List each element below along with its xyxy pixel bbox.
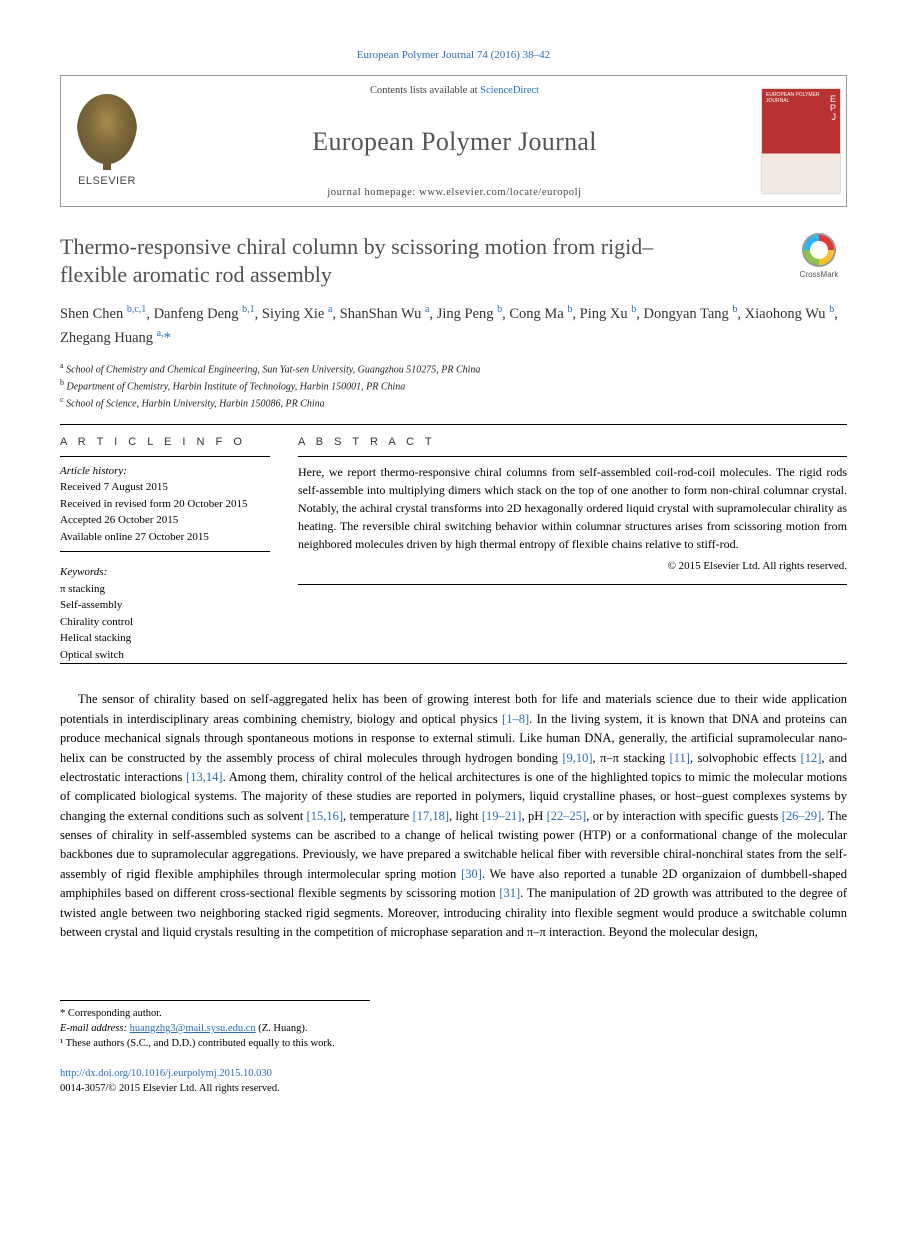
abstract-head: A B S T R A C T <box>298 435 847 450</box>
journal-homepage: journal homepage: www.elsevier.com/locat… <box>327 186 581 201</box>
crossmark-icon <box>802 233 836 267</box>
body-paragraph: The sensor of chirality based on self-ag… <box>60 690 847 942</box>
journal-header-box: ELSEVIER Contents lists available at Sci… <box>60 75 847 207</box>
crossmark-label: CrossMark <box>800 270 839 279</box>
history-received: Received 7 August 2015 <box>60 479 270 496</box>
elsevier-label: ELSEVIER <box>78 174 136 189</box>
divider <box>60 456 270 457</box>
page: European Polymer Journal 74 (2016) 38–42… <box>0 0 907 1137</box>
divider <box>298 584 847 585</box>
abstract-column: A B S T R A C T Here, we report thermo-r… <box>298 435 847 664</box>
journal-name: European Polymer Journal <box>312 124 596 160</box>
email-line: E-mail address: huangzhg3@mail.sysu.edu.… <box>60 1022 370 1037</box>
divider <box>60 663 847 664</box>
email-label: E-mail address: <box>60 1023 130 1034</box>
email-suffix: (Z. Huang). <box>256 1023 308 1034</box>
contents-prefix: Contents lists available at <box>370 85 480 96</box>
corresponding-email-link[interactable]: huangzhg3@mail.sysu.edu.cn <box>130 1023 256 1034</box>
author-list: Shen Chen b,c,1, Danfeng Deng b,1, Siyin… <box>60 302 847 349</box>
equal-contribution-note: ¹ These authors (S.C., and D.D.) contrib… <box>60 1037 370 1052</box>
divider <box>298 456 847 457</box>
article-info-head: A R T I C L E I N F O <box>60 435 270 450</box>
cover-title-text: EUROPEAN POLYMER JOURNAL <box>766 93 840 104</box>
affiliation-a: a School of Chemistry and Chemical Engin… <box>60 360 847 377</box>
top-citation: European Polymer Journal 74 (2016) 38–42 <box>60 48 847 63</box>
affiliations: a School of Chemistry and Chemical Engin… <box>60 360 847 412</box>
keyword: π stacking <box>60 581 270 598</box>
elsevier-logo-column: ELSEVIER <box>61 76 153 206</box>
history-online: Available online 27 October 2015 <box>60 529 270 546</box>
doi-link[interactable]: http://dx.doi.org/10.1016/j.eurpolymj.20… <box>60 1068 272 1079</box>
history-label: Article history: <box>60 463 270 480</box>
issn-copyright: 0014-3057/© 2015 Elsevier Ltd. All right… <box>60 1082 847 1097</box>
divider <box>60 424 847 425</box>
keyword: Optical switch <box>60 647 270 664</box>
divider <box>60 551 270 552</box>
affiliation-c: c School of Science, Harbin University, … <box>60 394 847 411</box>
elsevier-tree-icon <box>77 94 137 164</box>
affiliation-b: b Department of Chemistry, Harbin Instit… <box>60 377 847 394</box>
abstract-copyright: © 2015 Elsevier Ltd. All rights reserved… <box>298 559 847 574</box>
history-revised: Received in revised form 20 October 2015 <box>60 496 270 513</box>
footnotes: * Corresponding author. E-mail address: … <box>60 1000 370 1051</box>
contents-line: Contents lists available at ScienceDirec… <box>370 84 539 99</box>
history-accepted: Accepted 26 October 2015 <box>60 512 270 529</box>
journal-cover-thumbnail: EUROPEAN POLYMER JOURNAL EPJ <box>762 89 840 193</box>
title-block: Thermo-responsive chiral column by sciss… <box>60 233 847 288</box>
header-center: Contents lists available at ScienceDirec… <box>153 76 756 206</box>
keywords-block: Keywords: π stacking Self-assembly Chira… <box>60 564 270 663</box>
article-title: Thermo-responsive chiral column by sciss… <box>60 233 680 288</box>
abstract-text: Here, we report thermo-responsive chiral… <box>298 463 847 553</box>
keyword: Helical stacking <box>60 630 270 647</box>
corresponding-author-note: * Corresponding author. <box>60 1007 370 1022</box>
crossmark-badge[interactable]: CrossMark <box>791 233 847 280</box>
cover-column: EUROPEAN POLYMER JOURNAL EPJ <box>756 76 846 206</box>
keyword: Self-assembly <box>60 597 270 614</box>
info-abstract-row: A R T I C L E I N F O Article history: R… <box>60 435 847 664</box>
keyword: Chirality control <box>60 614 270 631</box>
article-info-column: A R T I C L E I N F O Article history: R… <box>60 435 270 664</box>
article-history: Article history: Received 7 August 2015 … <box>60 463 270 546</box>
sciencedirect-link[interactable]: ScienceDirect <box>480 85 539 96</box>
cover-epj-letters: EPJ <box>830 95 836 122</box>
doi-block: http://dx.doi.org/10.1016/j.eurpolymj.20… <box>60 1067 847 1096</box>
keywords-label: Keywords: <box>60 564 270 581</box>
